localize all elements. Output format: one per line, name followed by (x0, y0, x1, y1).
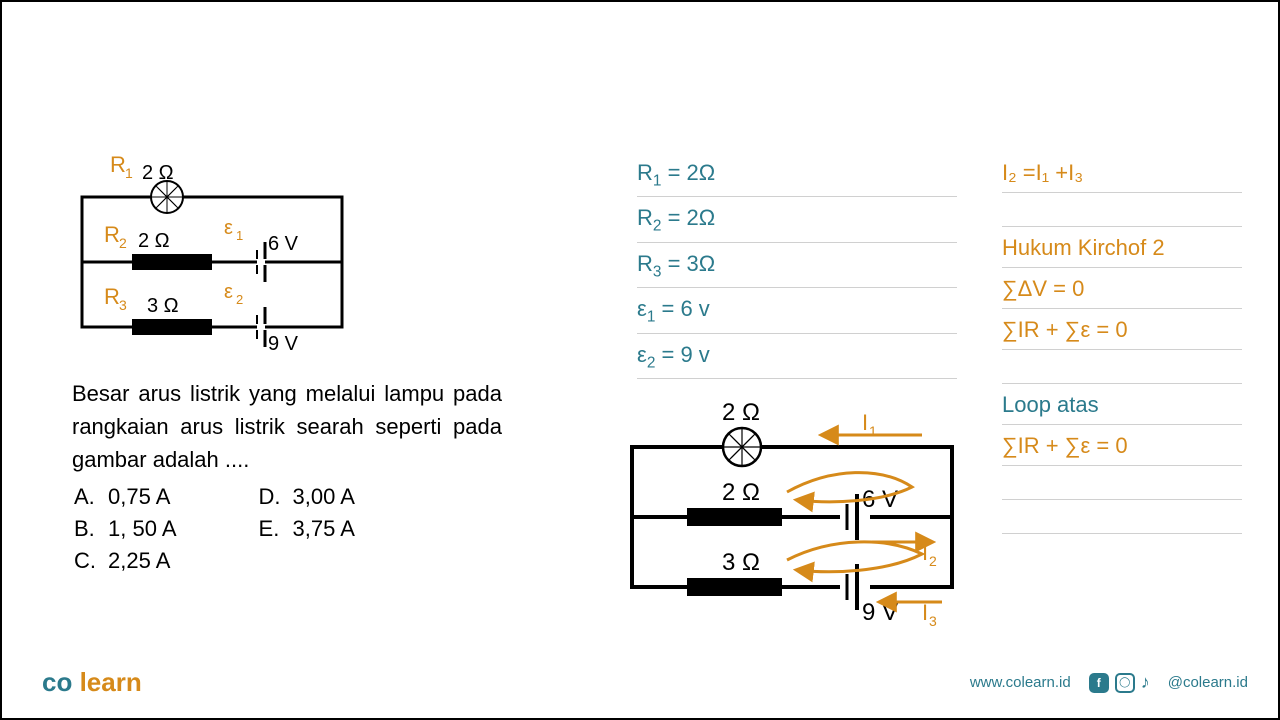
svg-text:2 Ω: 2 Ω (722, 479, 760, 506)
option-e-letter: E. (189, 514, 291, 544)
footer-url[interactable]: www.colearn.id (970, 674, 1071, 691)
given-values: R1 = 2Ω R2 = 2Ω R3 = 3Ω ε1 = 6 v ε2 = 9 … (637, 152, 957, 379)
option-a: 0,75 A (108, 482, 187, 512)
svg-text:3: 3 (119, 297, 127, 313)
option-d-letter: D. (189, 482, 291, 512)
svg-text:2: 2 (929, 553, 937, 569)
svg-text:9 V: 9 V (268, 333, 299, 352)
svg-text:R: R (104, 222, 120, 247)
svg-text:2 Ω: 2 Ω (138, 230, 170, 252)
given-r3: R3 = 3Ω (637, 243, 957, 288)
svg-text:R: R (110, 152, 126, 177)
eq-sum-dv: ∑ΔV = 0 (1002, 268, 1242, 309)
answer-options: A.0,75 A D.3,00 A B.1, 50 A E.3,75 A C.2… (72, 480, 367, 578)
derivation-notes: I₂ =I₁ +I₃ Hukum Kirchof 2 ∑ΔV = 0 ∑IR +… (1002, 152, 1242, 534)
eq-sum-ir: ∑IR + ∑ε = 0 (1002, 309, 1242, 350)
loop-label: Loop atas (1002, 384, 1242, 425)
kirchhoff-heading: Hukum Kirchof 2 (1002, 227, 1242, 268)
given-r1: R1 = 2Ω (637, 152, 957, 197)
svg-text:R: R (104, 284, 120, 309)
given-e1: ε1 = 6 v (637, 288, 957, 333)
circuit-diagram-large: 2 Ω 2 Ω 3 Ω 6 V 9 V I1 I2 I3 (622, 392, 982, 632)
lamp-r-value: 2 Ω (722, 399, 760, 426)
footer-handle[interactable]: @colearn.id (1168, 674, 1248, 691)
svg-text:I: I (862, 410, 868, 435)
tiktok-icon[interactable]: ♪ (1141, 672, 1150, 693)
question-text: Besar arus listrik yang melalui lampu pa… (72, 377, 502, 476)
given-e2: ε2 = 9 v (637, 334, 957, 379)
svg-text:1: 1 (869, 423, 877, 439)
option-e: 3,75 A (293, 514, 365, 544)
svg-text:2: 2 (236, 292, 243, 307)
given-r2: R2 = 2Ω (637, 197, 957, 242)
brand-logo: co learn (42, 667, 142, 698)
circuit-diagram-small: R1 2 Ω R2 2 Ω R3 3 Ω ε1 6 V ε2 9 V (72, 142, 352, 352)
option-b: 1, 50 A (108, 514, 187, 544)
facebook-icon[interactable]: f (1089, 673, 1109, 693)
option-c: 2,25 A (108, 546, 187, 576)
svg-text:ε: ε (224, 281, 233, 303)
footer: co learn www.colearn.id f ◯ ♪ @colearn.i… (42, 667, 1248, 698)
svg-text:6 V: 6 V (268, 233, 299, 255)
svg-text:3: 3 (929, 613, 937, 629)
svg-text:2 Ω: 2 Ω (142, 162, 174, 184)
svg-text:3 Ω: 3 Ω (722, 549, 760, 576)
option-a-letter: A. (74, 482, 106, 512)
svg-text:1: 1 (236, 228, 243, 243)
option-b-letter: B. (74, 514, 106, 544)
svg-text:ε: ε (224, 217, 233, 239)
svg-text:2: 2 (119, 235, 127, 251)
svg-text:1: 1 (125, 165, 133, 181)
svg-text:3 Ω: 3 Ω (147, 295, 179, 317)
svg-text:I: I (922, 540, 928, 565)
eq-loop: ∑IR + ∑ε = 0 (1002, 425, 1242, 466)
instagram-icon[interactable]: ◯ (1115, 673, 1135, 693)
kcl-equation: I₂ =I₁ +I₃ (1002, 152, 1242, 193)
option-d: 3,00 A (293, 482, 365, 512)
svg-text:I: I (922, 600, 928, 625)
option-c-letter: C. (74, 546, 106, 576)
